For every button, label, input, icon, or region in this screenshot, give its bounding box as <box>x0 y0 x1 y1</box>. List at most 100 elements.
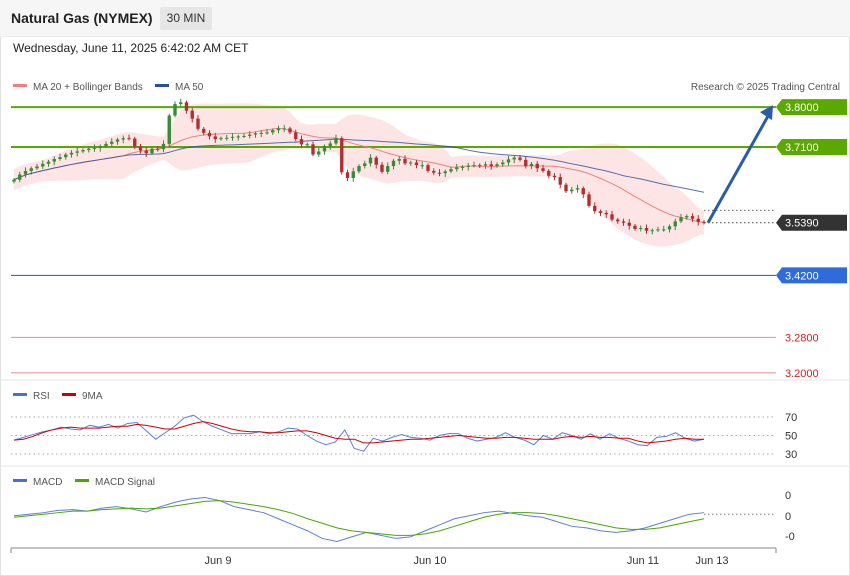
candle <box>368 154 373 167</box>
candle <box>230 133 235 141</box>
candle-body <box>598 211 603 213</box>
candle-body <box>656 229 660 231</box>
candle <box>322 144 327 155</box>
candle <box>299 135 304 148</box>
candle-body <box>104 143 108 147</box>
candle-body <box>535 163 539 169</box>
candle <box>627 219 631 230</box>
candle <box>69 150 74 158</box>
candle <box>403 155 407 166</box>
candle-body <box>363 163 367 167</box>
legend-9ma: 9MA <box>82 391 103 402</box>
candle-body <box>23 170 28 175</box>
level-tag-bg-3 <box>776 267 847 284</box>
candle <box>420 161 424 169</box>
rsi-9ma-line <box>13 421 704 444</box>
candle <box>690 213 695 222</box>
ma20-line <box>13 127 705 223</box>
macd-tick-1: 0 <box>785 511 791 523</box>
candle <box>363 160 367 169</box>
candle-body <box>110 141 114 144</box>
x-tick-0: Jun 9 <box>205 555 232 567</box>
level-label-4: 3.2800 <box>785 332 819 344</box>
forecast-arrow-head <box>760 105 773 121</box>
candle <box>581 186 585 199</box>
candle <box>64 152 68 160</box>
candle <box>110 138 114 147</box>
candle-body <box>288 128 292 133</box>
candle <box>483 161 488 169</box>
bollinger-bands <box>14 103 704 247</box>
ma50-line <box>13 138 705 193</box>
candle <box>305 142 309 149</box>
legend-9ma-swatch <box>62 393 76 396</box>
candle-body <box>466 165 470 167</box>
macd-tick-0: 0 <box>785 490 791 502</box>
candle <box>121 135 125 144</box>
candle <box>87 146 91 153</box>
candle-body <box>593 205 597 212</box>
candle <box>426 163 430 173</box>
candle-body <box>667 226 672 230</box>
candle <box>667 224 672 233</box>
candle-body <box>610 214 614 220</box>
candle <box>633 224 637 231</box>
candle <box>380 162 384 174</box>
candle-body <box>552 175 557 178</box>
macd-tick-2: -0 <box>785 531 795 543</box>
candle <box>98 144 102 152</box>
candle-body <box>386 166 390 172</box>
legend-rsi: RSI <box>33 391 50 402</box>
candle <box>282 124 286 133</box>
candle <box>92 144 97 152</box>
candle-body <box>420 165 424 167</box>
moving-averages <box>13 127 705 223</box>
candle-body <box>575 188 580 190</box>
candle <box>478 163 482 169</box>
candle-body <box>230 136 235 138</box>
legend-macd-swatch <box>13 479 27 482</box>
candle-body <box>46 161 51 164</box>
candle-body <box>248 134 252 136</box>
candle-body <box>150 148 154 154</box>
timeframe-badge[interactable]: 30 MIN <box>160 7 212 30</box>
copyright: Research © 2025 Trading Central <box>691 82 840 93</box>
candle-body <box>294 132 298 140</box>
candle <box>219 136 223 141</box>
price-levels <box>11 106 776 374</box>
candle-body <box>213 136 217 140</box>
candle-body <box>276 128 281 131</box>
candle <box>656 226 660 233</box>
rsi-tick-70: 70 <box>785 412 797 424</box>
candle-body <box>173 104 177 116</box>
macd-signal-line <box>13 500 705 536</box>
candle <box>495 162 499 168</box>
candle-body <box>518 157 522 160</box>
candle-body <box>184 102 189 111</box>
candle-body <box>368 157 373 164</box>
candle-body <box>271 130 275 133</box>
candle <box>311 141 315 157</box>
candle <box>639 225 643 232</box>
legend-ma20-swatch <box>13 84 27 87</box>
candle-body <box>501 162 505 165</box>
level-label-5: 3.2000 <box>785 368 819 380</box>
forecast-arrow <box>706 105 773 224</box>
candle-body <box>81 150 85 152</box>
candle-body <box>621 221 626 223</box>
candle <box>46 159 51 167</box>
candle <box>644 224 649 234</box>
candle-body <box>483 164 488 166</box>
candle-body <box>311 144 315 155</box>
candle-body <box>512 157 516 160</box>
candle-body <box>167 115 171 144</box>
candle <box>357 164 361 174</box>
candle-body <box>29 168 33 171</box>
candle <box>501 159 505 167</box>
candle <box>345 169 350 182</box>
candle-body <box>161 143 166 150</box>
candle-body <box>414 162 419 166</box>
candle-body <box>225 137 229 139</box>
candle-body <box>133 138 137 147</box>
